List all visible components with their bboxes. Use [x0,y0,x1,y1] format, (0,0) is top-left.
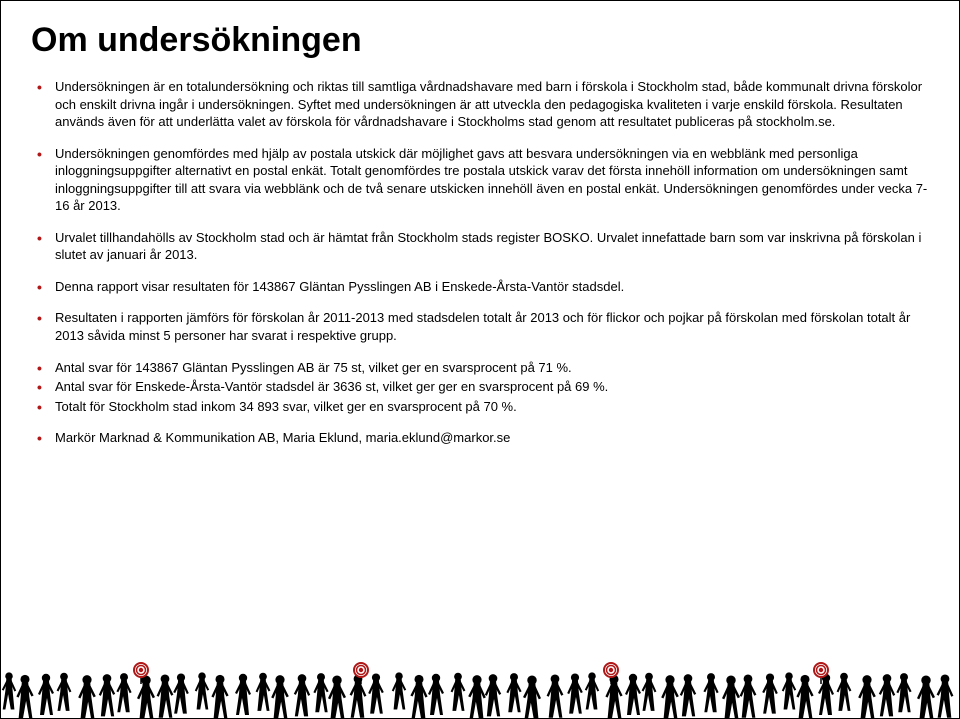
bullet-item: Denna rapport visar resultaten för 14386… [31,278,931,296]
bullet-item: Antal svar för 143867 Gläntan Pysslingen… [31,359,931,377]
footer-illustration [1,660,960,719]
bullet-item: Totalt för Stockholm stad inkom 34 893 s… [31,398,931,416]
bullet-item: Undersökningen genomfördes med hjälp av … [31,145,931,215]
page-title: Om undersökningen [31,21,931,60]
bullet-item: Undersökningen är en totalundersökning o… [31,78,931,131]
bullet-list: Undersökningen är en totalundersökning o… [31,78,931,447]
bullet-item: Resultaten i rapporten jämförs för försk… [31,309,931,344]
slide: Om undersökningen Undersökningen är en t… [1,1,960,719]
bullet-item: Antal svar för Enskede-Årsta-Vantör stad… [31,378,931,396]
bullet-item: Markör Marknad & Kommunikation AB, Maria… [31,429,931,447]
bullet-item: Urvalet tillhandahölls av Stockholm stad… [31,229,931,264]
